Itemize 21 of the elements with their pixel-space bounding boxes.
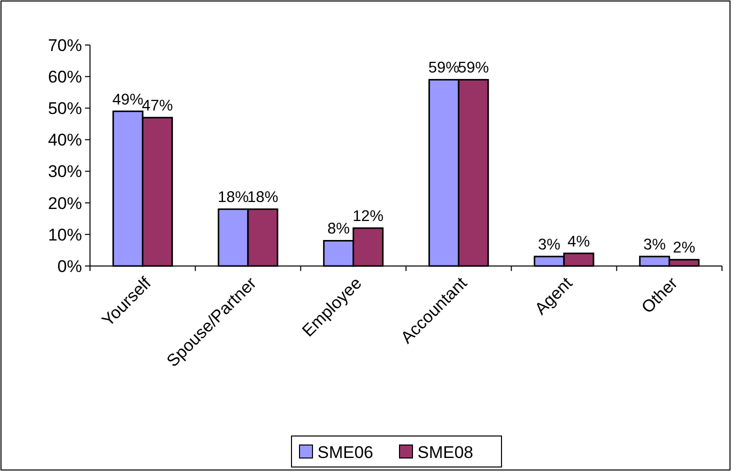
data-label: 18%	[218, 189, 249, 206]
legend-label: SME08	[418, 442, 474, 462]
data-label: 18%	[247, 189, 278, 206]
data-label: 12%	[352, 208, 384, 226]
y-tick-label: 10%	[48, 225, 82, 244]
y-tick-label: 0%	[57, 256, 82, 276]
data-label: 2%	[672, 240, 696, 257]
y-tick-label: 70%	[48, 36, 82, 55]
data-label: 3%	[538, 236, 561, 254]
y-tick-label: 50%	[48, 99, 82, 118]
data-label: 59%	[428, 60, 460, 77]
y-tick-label: 60%	[48, 68, 82, 87]
data-label: 4%	[568, 233, 590, 250]
data-label: 59%	[458, 60, 490, 77]
y-tick-label: 30%	[48, 162, 82, 182]
y-tick-label: 20%	[48, 194, 82, 213]
data-label: 47%	[142, 98, 174, 115]
y-tick-label: 40%	[48, 130, 82, 150]
data-label: 3%	[643, 236, 666, 254]
legend-label: SME06	[318, 442, 374, 462]
data-label: 8%	[327, 220, 350, 238]
